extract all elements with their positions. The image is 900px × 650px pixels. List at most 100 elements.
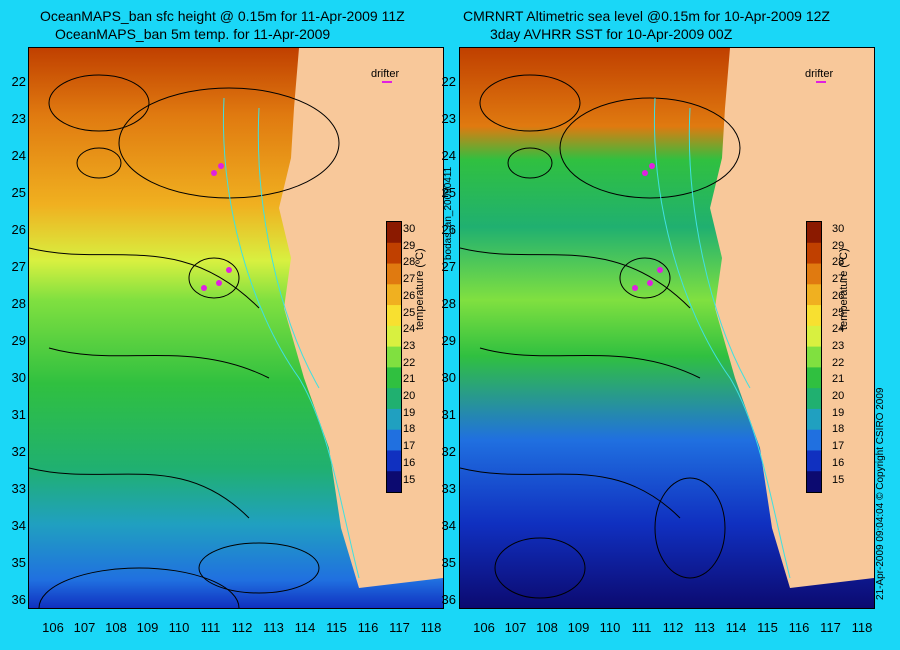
latitude-label: 36 — [11, 592, 26, 607]
colorbar-graphic — [387, 222, 401, 492]
longitude-label: 113 — [263, 620, 284, 635]
latitude-label: 33 — [441, 481, 456, 496]
colorbar-segment — [807, 471, 821, 492]
colorbar-tick-label: 30 — [403, 223, 416, 235]
colorbar-tick-label: 17 — [832, 440, 845, 453]
colorbar — [386, 221, 402, 493]
colorbar-segment — [807, 408, 821, 431]
longitude-label: 114 — [294, 620, 316, 635]
colorbar-tick-label: 15 — [832, 473, 845, 486]
colorbar-tick-label: 21 — [403, 373, 416, 386]
colorbar-tick-label: 28 — [832, 256, 845, 269]
colorbar-tick-label: 25 — [832, 306, 845, 319]
left-side-label: bodas_an_20090411 — [443, 166, 454, 260]
drifter-legend-label: drifter — [371, 68, 400, 80]
colorbar — [806, 221, 822, 493]
colorbar-segment — [387, 471, 401, 492]
colorbar-segment — [807, 263, 821, 285]
longitude-label: 107 — [73, 620, 96, 635]
colorbar-tick-label: 20 — [832, 390, 845, 402]
colorbar-segment — [807, 242, 821, 265]
colorbar-segment — [387, 284, 401, 306]
latitude-label: 25 — [11, 185, 26, 200]
longitude-label: 106 — [42, 620, 64, 635]
right-drifter-tracks — [632, 163, 663, 291]
colorbar-segment — [807, 450, 821, 472]
colorbar-tick-label: 29 — [832, 239, 845, 252]
colorbar-tick-label: 19 — [832, 406, 845, 419]
colorbar-segment — [807, 388, 821, 410]
longitude-label: 118 — [420, 620, 442, 635]
colorbar-tick-label: 28 — [403, 256, 416, 269]
latitude-label: 36 — [441, 592, 456, 607]
colorbar-segment — [807, 346, 821, 368]
colorbar-tick-label: 27 — [832, 273, 845, 286]
latitude-label: 27 — [441, 259, 456, 274]
longitude-label: 115 — [757, 620, 778, 635]
colorbar-unit-label: temperature (ºC) — [414, 248, 426, 330]
longitude-label: 117 — [820, 620, 841, 635]
colorbar-tick-label: 18 — [403, 423, 416, 436]
colorbar-segment — [387, 346, 401, 368]
colorbar-tick-label: 19 — [403, 406, 416, 419]
latitude-label: 23 — [441, 111, 456, 126]
longitude-label: 110 — [599, 620, 621, 635]
latitude-label: 27 — [11, 259, 26, 274]
colorbar-segment — [387, 450, 401, 472]
drifter-legend-symbol — [382, 81, 392, 83]
colorbar-segment — [807, 325, 821, 348]
colorbar-tick-label: 30 — [832, 223, 845, 235]
colorbar-segment — [807, 305, 821, 327]
colorbar-tick-label: 22 — [832, 356, 845, 369]
drifter-legend-symbol — [816, 81, 826, 83]
left-title-line2: OceanMAPS_ban 5m temp. for 11-Apr-2009 — [55, 26, 331, 42]
right-side-label: 21-Apr-2009 09:04:04 © Copyright CSIRO 2… — [875, 387, 886, 601]
longitude-label: 109 — [136, 620, 159, 635]
colorbar-segment — [807, 367, 821, 389]
right-map-panel[interactable]: drifter — [459, 47, 875, 609]
left-title-line1: OceanMAPS_ban sfc height @ 0.15m for 11-… — [40, 8, 405, 24]
longitude-label: 111 — [631, 620, 652, 635]
land-mass — [279, 48, 443, 588]
latitude-label: 29 — [441, 333, 456, 348]
latitude-label: 32 — [441, 444, 456, 459]
colorbar-segment — [387, 242, 401, 265]
latitude-label: 30 — [11, 370, 26, 385]
colorbar-tick-label: 24 — [832, 323, 845, 336]
colorbar-segment — [387, 325, 401, 348]
longitude-label: 112 — [662, 620, 684, 635]
colorbar-tick-label: 22 — [403, 356, 416, 369]
latitude-label: 31 — [441, 407, 456, 422]
longitude-label: 116 — [357, 620, 379, 635]
colorbar-segment — [387, 222, 401, 244]
latitude-label: 35 — [441, 555, 456, 570]
colorbar-segment — [807, 222, 821, 244]
latitude-label: 28 — [441, 296, 456, 311]
colorbar-tick-label: 15 — [403, 473, 416, 486]
latitude-label: 31 — [11, 407, 26, 422]
longitude-label: 107 — [504, 620, 527, 635]
longitude-label: 114 — [725, 620, 747, 635]
colorbar-unit-label: temperature (ºC) — [838, 248, 850, 330]
latitude-label: 32 — [11, 444, 26, 459]
latitude-label: 25 — [441, 185, 456, 200]
colorbar-tick-label: 17 — [403, 440, 416, 453]
longitude-label: 106 — [473, 620, 495, 635]
colorbar-tick-label: 16 — [832, 456, 845, 469]
colorbar-tick-label: 23 — [403, 339, 416, 352]
longitude-label: 110 — [168, 620, 190, 635]
latitude-label: 28 — [11, 296, 26, 311]
latitude-label: 26 — [441, 222, 456, 237]
left-map-panel[interactable]: drifter — [28, 47, 444, 609]
left-drifter-tracks — [201, 163, 232, 291]
latitude-label: 35 — [11, 555, 26, 570]
colorbar-tick-label: 26 — [403, 289, 416, 302]
longitude-label: 113 — [694, 620, 715, 635]
longitude-label: 117 — [389, 620, 410, 635]
colorbar-segment — [387, 388, 401, 410]
colorbar-tick-label: 29 — [403, 239, 416, 252]
latitude-label: 22 — [11, 74, 26, 89]
colorbar-tick-label: 20 — [403, 390, 416, 402]
latitude-label: 22 — [441, 74, 456, 89]
latitude-label: 34 — [11, 518, 26, 533]
